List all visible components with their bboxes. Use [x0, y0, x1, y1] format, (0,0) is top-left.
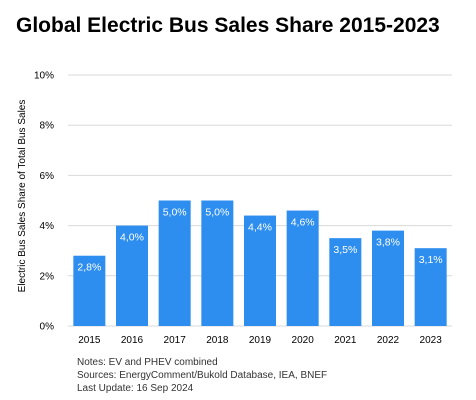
- bar-data-label: 4,4%: [248, 222, 272, 234]
- y-tick-label: 10%: [34, 71, 54, 82]
- x-tick-label: 2017: [164, 335, 187, 346]
- bar: [158, 200, 191, 326]
- y-tick-label: 6%: [40, 171, 55, 182]
- bar: [286, 210, 319, 326]
- x-tick-label: 2020: [292, 335, 315, 346]
- x-axis-ticks: 2015 2016 2017 2018 2019 2020 2021 2022 2023: [78, 335, 442, 346]
- notes-line: Notes: EV and PHEV combined: [77, 357, 218, 368]
- y-tick-label: 0%: [40, 322, 55, 333]
- y-axis-ticks: 0% 2% 4% 6% 8% 10%: [34, 71, 54, 333]
- sources-line: Sources: EnergyComment/Bukold Database, …: [77, 370, 328, 381]
- bar: [414, 248, 447, 326]
- x-tick-label: 2018: [206, 335, 229, 346]
- x-tick-label: 2016: [121, 335, 144, 346]
- bar-data-label: 3,1%: [419, 254, 443, 266]
- bar: [329, 238, 362, 326]
- bar-data-label: 4,0%: [120, 232, 144, 244]
- bar-data-label: 3,5%: [333, 244, 357, 256]
- chart-notes: Notes: EV and PHEV combined Sources: Ene…: [77, 356, 327, 395]
- bar: [201, 200, 234, 326]
- bar-data-label: 5,0%: [205, 207, 229, 219]
- bar-data-label: 2,8%: [77, 262, 101, 274]
- bar-data-label: 4,6%: [291, 217, 315, 229]
- bar: [372, 230, 404, 326]
- bar-data-label: 3,8%: [376, 237, 400, 249]
- x-tick-label: 2015: [78, 335, 101, 346]
- y-tick-label: 8%: [40, 121, 55, 132]
- x-tick-label: 2021: [334, 335, 357, 346]
- bars: [73, 200, 447, 326]
- bar-data-labels: 2,8% 4,0% 5,0% 5,0% 4,4% 4,6% 3,5% 3,8% 3,1%: [77, 207, 442, 274]
- chart-title: Global Electric Bus Sales Share 2015-202…: [16, 14, 440, 37]
- y-tick-label: 2%: [40, 271, 55, 282]
- bar-data-label: 5,0%: [163, 207, 187, 219]
- x-tick-label: 2023: [420, 335, 443, 346]
- last-update-line: Last Update: 16 Sep 2024: [77, 383, 194, 394]
- y-axis-label: Electric Bus Sales Share of Total Bus Sa…: [17, 100, 28, 293]
- bar: [73, 255, 106, 326]
- y-tick-label: 4%: [40, 221, 55, 232]
- x-tick-label: 2022: [377, 335, 400, 346]
- bar: [244, 215, 276, 326]
- bar: [116, 225, 148, 326]
- x-tick-label: 2019: [249, 335, 272, 346]
